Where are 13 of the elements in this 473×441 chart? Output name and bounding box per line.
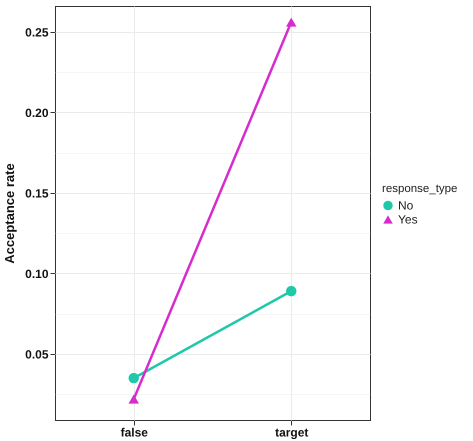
point [128, 372, 139, 384]
y-tick-label: 0.20 [25, 106, 49, 120]
legend-title: response_type [382, 183, 458, 195]
x-tick-label: target [275, 426, 308, 440]
x-tick-label: false [120, 426, 148, 440]
legend-label: Yes [398, 212, 418, 226]
y-tick-label: 0.05 [25, 347, 49, 362]
y-tick-label: 0.15 [25, 186, 49, 200]
point [286, 286, 296, 296]
y-axis-title: Acceptance rate [2, 163, 18, 264]
legend-label: No [398, 198, 414, 212]
y-tick-label: 0.25 [25, 25, 49, 40]
y-tick-label: 0.10 [25, 266, 49, 281]
